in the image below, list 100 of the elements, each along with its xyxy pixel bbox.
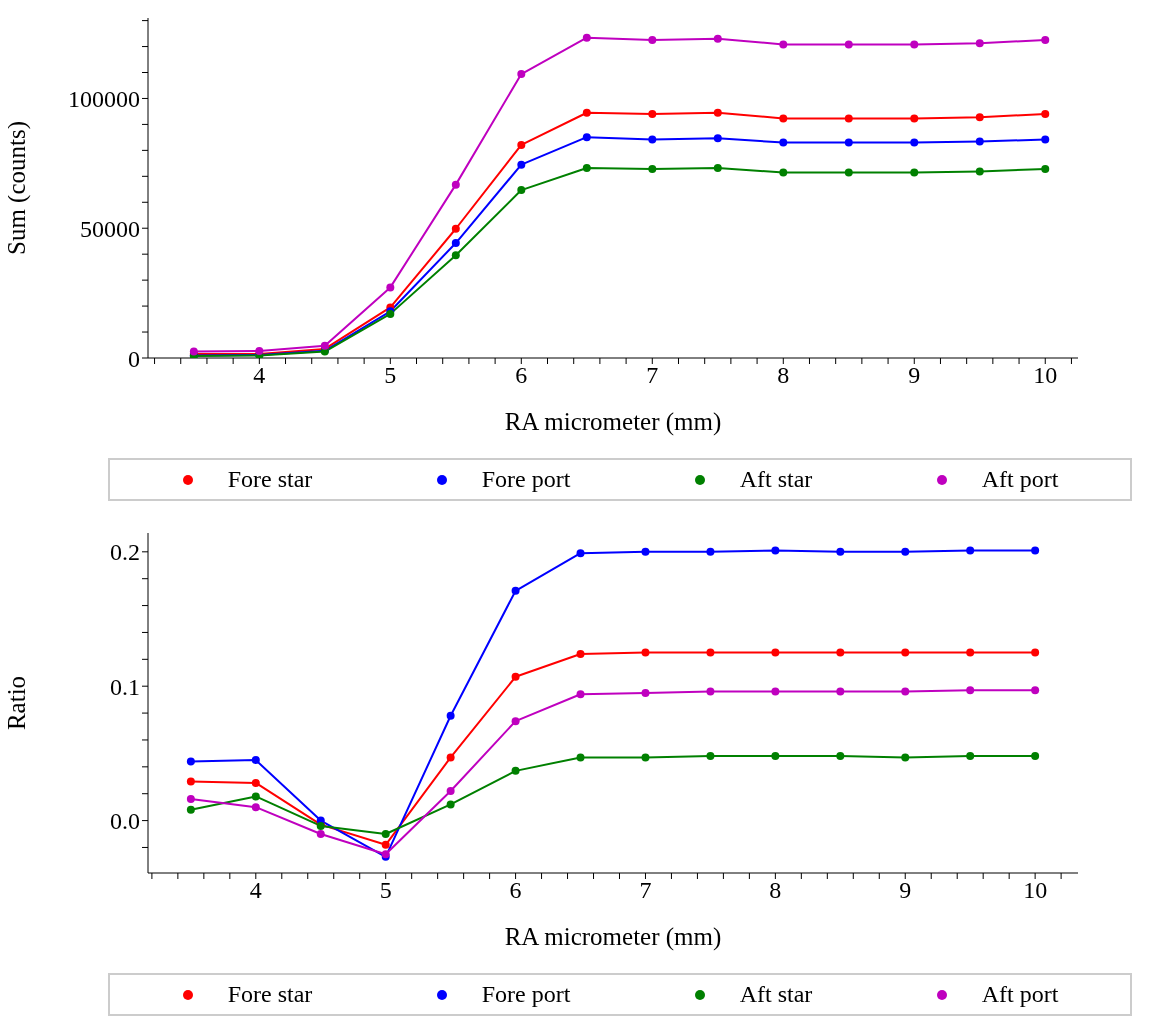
point xyxy=(517,140,526,149)
x-tick-label: 10 xyxy=(1023,877,1048,904)
point xyxy=(251,756,260,765)
x-tick-label: 4 xyxy=(249,877,262,904)
point xyxy=(511,672,520,681)
point xyxy=(641,648,650,657)
x-tick-label: 7 xyxy=(639,877,652,904)
point xyxy=(386,283,395,292)
point xyxy=(713,164,722,173)
legend-label: Aft port xyxy=(981,466,1059,493)
point xyxy=(511,717,520,726)
point xyxy=(713,34,722,43)
point xyxy=(511,766,520,775)
point xyxy=(517,186,526,195)
y-tick-label: 0 xyxy=(128,345,140,372)
point xyxy=(186,795,195,804)
point xyxy=(706,648,715,657)
point xyxy=(582,133,591,142)
y-tick-label: 0.0 xyxy=(110,808,140,835)
point xyxy=(451,180,460,189)
point xyxy=(186,805,195,814)
point xyxy=(713,134,722,143)
point xyxy=(706,687,715,696)
point xyxy=(648,110,657,119)
point xyxy=(779,114,788,123)
x-tick-label: 7 xyxy=(646,362,659,389)
point xyxy=(966,648,975,657)
point xyxy=(641,547,650,556)
point xyxy=(771,752,780,761)
point xyxy=(901,687,910,696)
point xyxy=(446,800,455,809)
point xyxy=(975,167,984,176)
point xyxy=(576,649,585,658)
legend-label: Aft star xyxy=(739,466,813,493)
point xyxy=(910,40,919,49)
point xyxy=(576,690,585,699)
point xyxy=(381,830,390,839)
point xyxy=(975,137,984,146)
point xyxy=(446,787,455,796)
point xyxy=(779,168,788,177)
point xyxy=(1041,165,1050,174)
point xyxy=(251,792,260,801)
legend-label: Fore port xyxy=(481,981,571,1008)
point xyxy=(836,687,845,696)
x-tick-label: 4 xyxy=(253,362,266,389)
legend-label: Fore star xyxy=(227,466,313,493)
point xyxy=(517,160,526,169)
point xyxy=(582,33,591,42)
x-axis-title: RA micrometer (mm) xyxy=(504,923,722,951)
point xyxy=(901,547,910,556)
point xyxy=(186,777,195,786)
point xyxy=(648,36,657,45)
x-tick-label: 9 xyxy=(908,362,921,389)
x-tick-label: 9 xyxy=(899,877,912,904)
point xyxy=(966,546,975,555)
x-tick-label: 8 xyxy=(777,362,790,389)
point xyxy=(576,753,585,762)
point xyxy=(316,830,325,839)
point xyxy=(251,803,260,812)
point xyxy=(446,753,455,762)
x-tick-label: 8 xyxy=(769,877,782,904)
point xyxy=(844,114,853,123)
point xyxy=(1041,135,1050,144)
point xyxy=(771,546,780,555)
y-axis-title: Sum (counts) xyxy=(2,120,31,256)
point xyxy=(901,648,910,657)
point xyxy=(1031,648,1040,657)
point xyxy=(844,168,853,177)
point xyxy=(582,164,591,173)
point xyxy=(706,547,715,556)
point xyxy=(910,138,919,147)
point xyxy=(1031,686,1040,695)
point xyxy=(1031,752,1040,761)
legend-label: Aft port xyxy=(981,981,1059,1008)
point xyxy=(844,40,853,49)
y-tick-label: 50000 xyxy=(80,215,140,242)
point xyxy=(966,686,975,695)
point xyxy=(576,549,585,558)
point xyxy=(648,165,657,174)
point xyxy=(836,547,845,556)
point xyxy=(836,648,845,657)
y-tick-label: 100000 xyxy=(68,85,140,112)
x-axis-title: RA micrometer (mm) xyxy=(504,408,722,436)
point xyxy=(844,138,853,147)
point xyxy=(901,753,910,762)
point xyxy=(255,346,264,355)
point xyxy=(713,108,722,117)
point xyxy=(251,778,260,787)
legend-label: Fore star xyxy=(227,981,313,1008)
point xyxy=(910,168,919,177)
point xyxy=(966,752,975,761)
x-tick-label: 6 xyxy=(509,877,522,904)
point xyxy=(771,687,780,696)
x-tick-label: 5 xyxy=(384,362,397,389)
point xyxy=(1041,110,1050,119)
point xyxy=(451,224,460,233)
point xyxy=(836,752,845,761)
x-tick-label: 10 xyxy=(1033,362,1058,389)
point xyxy=(910,114,919,123)
point xyxy=(451,239,460,248)
